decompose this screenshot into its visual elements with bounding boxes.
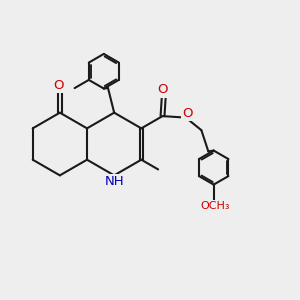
Text: NH: NH: [104, 176, 124, 188]
Text: O: O: [182, 106, 193, 120]
Text: O: O: [53, 79, 64, 92]
Text: OCH₃: OCH₃: [200, 201, 230, 211]
Text: O: O: [157, 83, 168, 96]
